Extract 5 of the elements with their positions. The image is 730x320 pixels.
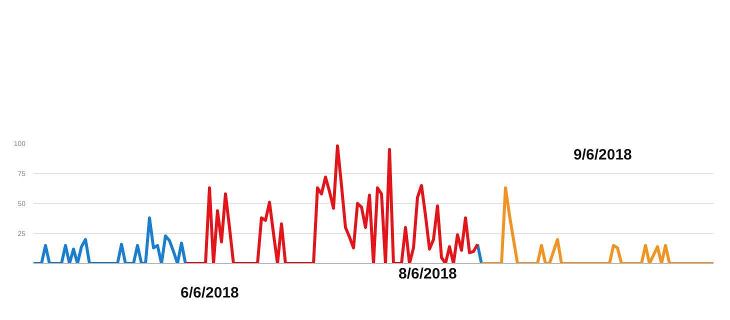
text: 6/6/2018: [180, 284, 239, 302]
annotation: 9/6/2018: [574, 146, 632, 164]
line-series: [480, 186, 714, 264]
line-series: [184, 144, 479, 264]
text: 8/6/2018: [398, 266, 457, 282]
